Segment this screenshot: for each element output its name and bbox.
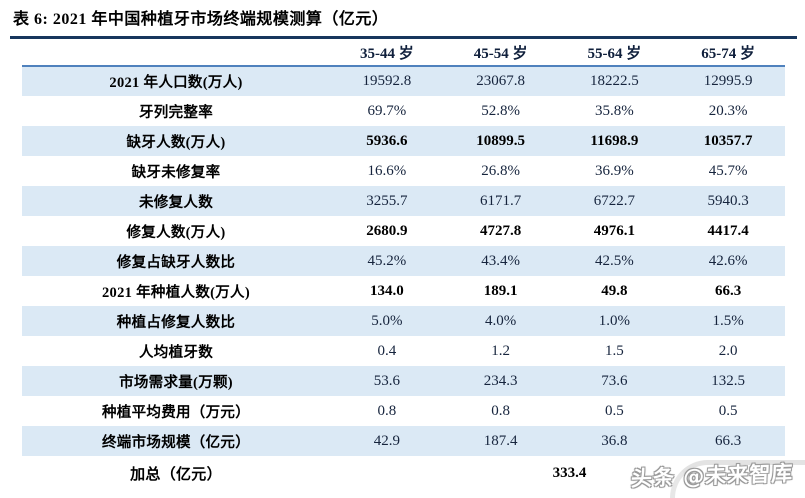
table-row: 缺牙人数(万人) 5936.6 10899.5 11698.9 10357.7 <box>22 126 785 156</box>
row-label: 市场需求量(万颗) <box>119 374 233 391</box>
cell-value: 53.6 <box>373 372 400 389</box>
header-row: 35-44 岁 45-54 岁 55-64 岁 65-74 岁 <box>22 39 785 67</box>
total-row: 加总（亿元） 333.4 <box>22 456 785 490</box>
cell-value: 2680.9 <box>366 222 408 239</box>
cell-value: 132.5 <box>711 372 745 389</box>
cell-value: 11698.9 <box>590 132 639 149</box>
cell-value: 42.5% <box>595 252 634 269</box>
cell-value: 10899.5 <box>476 132 525 149</box>
table-row: 缺牙未修复率 16.6% 26.8% 36.9% 45.7% <box>22 156 785 186</box>
cell-value: 1.2 <box>491 342 510 359</box>
cell-value: 6171.7 <box>480 192 522 209</box>
table-row: 人均植牙数 0.4 1.2 1.5 2.0 <box>22 336 785 366</box>
cell-value: 20.3% <box>708 102 748 119</box>
cell-value: 1.0% <box>598 312 630 329</box>
row-label: 2021 年种植人数(万人) <box>102 284 250 301</box>
cell-value: 45.2% <box>367 252 407 269</box>
cell-value: 5936.6 <box>366 132 408 149</box>
cell-value: 4976.1 <box>593 222 635 239</box>
cell-value: 10357.7 <box>703 132 753 149</box>
cell-value: 0.5 <box>718 402 738 419</box>
cell-value: 234.3 <box>483 372 518 389</box>
table-row: 市场需求量(万颗) 53.6 234.3 73.6 132.5 <box>22 366 785 396</box>
total-row-value: 333.4 <box>552 464 587 481</box>
cell-value: 36.9% <box>595 162 634 179</box>
row-label: 牙列完整率 <box>139 104 213 121</box>
table-footer: 加总（亿元） 333.4 <box>22 456 785 490</box>
cell-value: 66.3 <box>715 432 742 449</box>
cell-value: 16.6% <box>367 162 407 179</box>
cell-value: 36.8 <box>601 432 628 449</box>
cell-value: 35.8% <box>595 102 634 119</box>
cell-value: 19592.8 <box>362 73 412 89</box>
row-label: 未修复人数 <box>139 194 213 211</box>
cell-value: 42.9 <box>373 432 400 449</box>
market-size-table: 35-44 岁 45-54 岁 55-64 岁 65-74 岁 2021 年人口… <box>22 39 785 490</box>
cell-value: 73.6 <box>601 372 628 389</box>
cell-value: 1.5 <box>605 342 624 359</box>
table-body: 2021 年人口数(万人) 19592.8 23067.8 18222.5 12995.… <box>22 66 785 456</box>
table-row: 未修复人数 3255.7 6171.7 6722.7 5940.3 <box>22 186 785 216</box>
row-label: 修复人数(万人) <box>126 224 226 241</box>
cell-value: 0.8 <box>377 402 397 419</box>
row-label: 种植占修复人数比 <box>116 314 236 331</box>
row-label: 缺牙未修复率 <box>131 164 221 181</box>
column-header-age-65-74: 65-74 岁 <box>671 39 785 67</box>
table-row: 修复人数(万人) 2680.9 4727.8 4976.1 4417.4 <box>22 216 785 246</box>
table-row: 2021 年人口数(万人) 19592.8 23067.8 18222.5 12995.… <box>22 66 785 96</box>
cell-value: 2.0 <box>718 342 738 359</box>
table-row: 牙列完整率 69.7% 52.8% 35.8% 20.3% <box>22 96 785 126</box>
cell-value: 4.0% <box>485 312 517 329</box>
column-header-age-45-54: 45-54 岁 <box>443 39 558 67</box>
header-corner-cell <box>22 39 330 67</box>
cell-value: 1.5% <box>712 312 744 329</box>
cell-value: 6722.7 <box>593 192 635 209</box>
row-label: 人均植牙数 <box>139 344 213 361</box>
row-label: 2021 年人口数(万人) <box>109 75 243 91</box>
cell-value: 66.3 <box>715 282 742 299</box>
cell-value: 18222.5 <box>590 73 639 89</box>
cell-value: 45.7% <box>708 162 748 179</box>
table-row: 终端市场规模（亿元） 42.9 187.4 36.8 66.3 <box>22 426 785 456</box>
cell-value: 12995.9 <box>703 73 753 89</box>
cell-value: 5940.3 <box>707 192 749 209</box>
cell-value: 42.6% <box>708 252 748 269</box>
cell-value: 0.8 <box>491 402 510 419</box>
table-row: 2021 年种植人数(万人) 134.0 189.1 49.8 66.3 <box>22 276 785 306</box>
table-title: 表 6: 2021 年中国种植牙市场终端规模测算（亿元） <box>13 11 389 28</box>
row-label: 终端市场规模（亿元） <box>102 434 250 451</box>
row-label: 修复占缺牙人数比 <box>116 254 236 271</box>
table-row: 种植平均费用（万元） 0.8 0.8 0.5 0.5 <box>22 396 785 426</box>
cell-value: 52.8% <box>481 102 520 119</box>
watermark-text: 头条 @未来智库 <box>630 461 794 491</box>
title-divider <box>10 36 797 39</box>
column-header-age-55-64: 55-64 岁 <box>557 39 672 67</box>
total-row-label: 加总（亿元） <box>130 466 222 483</box>
row-label: 缺牙人数(万人) <box>126 134 226 151</box>
row-label: 种植平均费用（万元） <box>102 404 250 421</box>
cell-value: 26.8% <box>481 162 520 179</box>
table-row: 修复占缺牙人数比 45.2% 43.4% 42.5% 42.6% <box>22 246 785 276</box>
cell-value: 0.5 <box>605 402 624 419</box>
column-header-age-35-44: 35-44 岁 <box>330 39 444 67</box>
cell-value: 134.0 <box>370 282 404 299</box>
cell-value: 0.4 <box>377 342 397 359</box>
cell-value: 189.1 <box>483 282 518 299</box>
cell-value: 43.4% <box>481 252 520 269</box>
cell-value: 23067.8 <box>476 73 525 89</box>
cell-value: 69.7% <box>367 102 407 119</box>
cell-value: 4727.8 <box>480 222 522 239</box>
table-header: 35-44 岁 45-54 岁 55-64 岁 65-74 岁 <box>22 39 785 67</box>
cell-value: 49.8 <box>601 282 628 299</box>
cell-value: 3255.7 <box>366 192 408 209</box>
cell-value: 4417.4 <box>707 222 749 239</box>
table-row: 种植占修复人数比 5.0% 4.0% 1.0% 1.5% <box>22 306 785 336</box>
cell-value: 5.0% <box>371 312 403 329</box>
cell-value: 187.4 <box>483 432 518 449</box>
